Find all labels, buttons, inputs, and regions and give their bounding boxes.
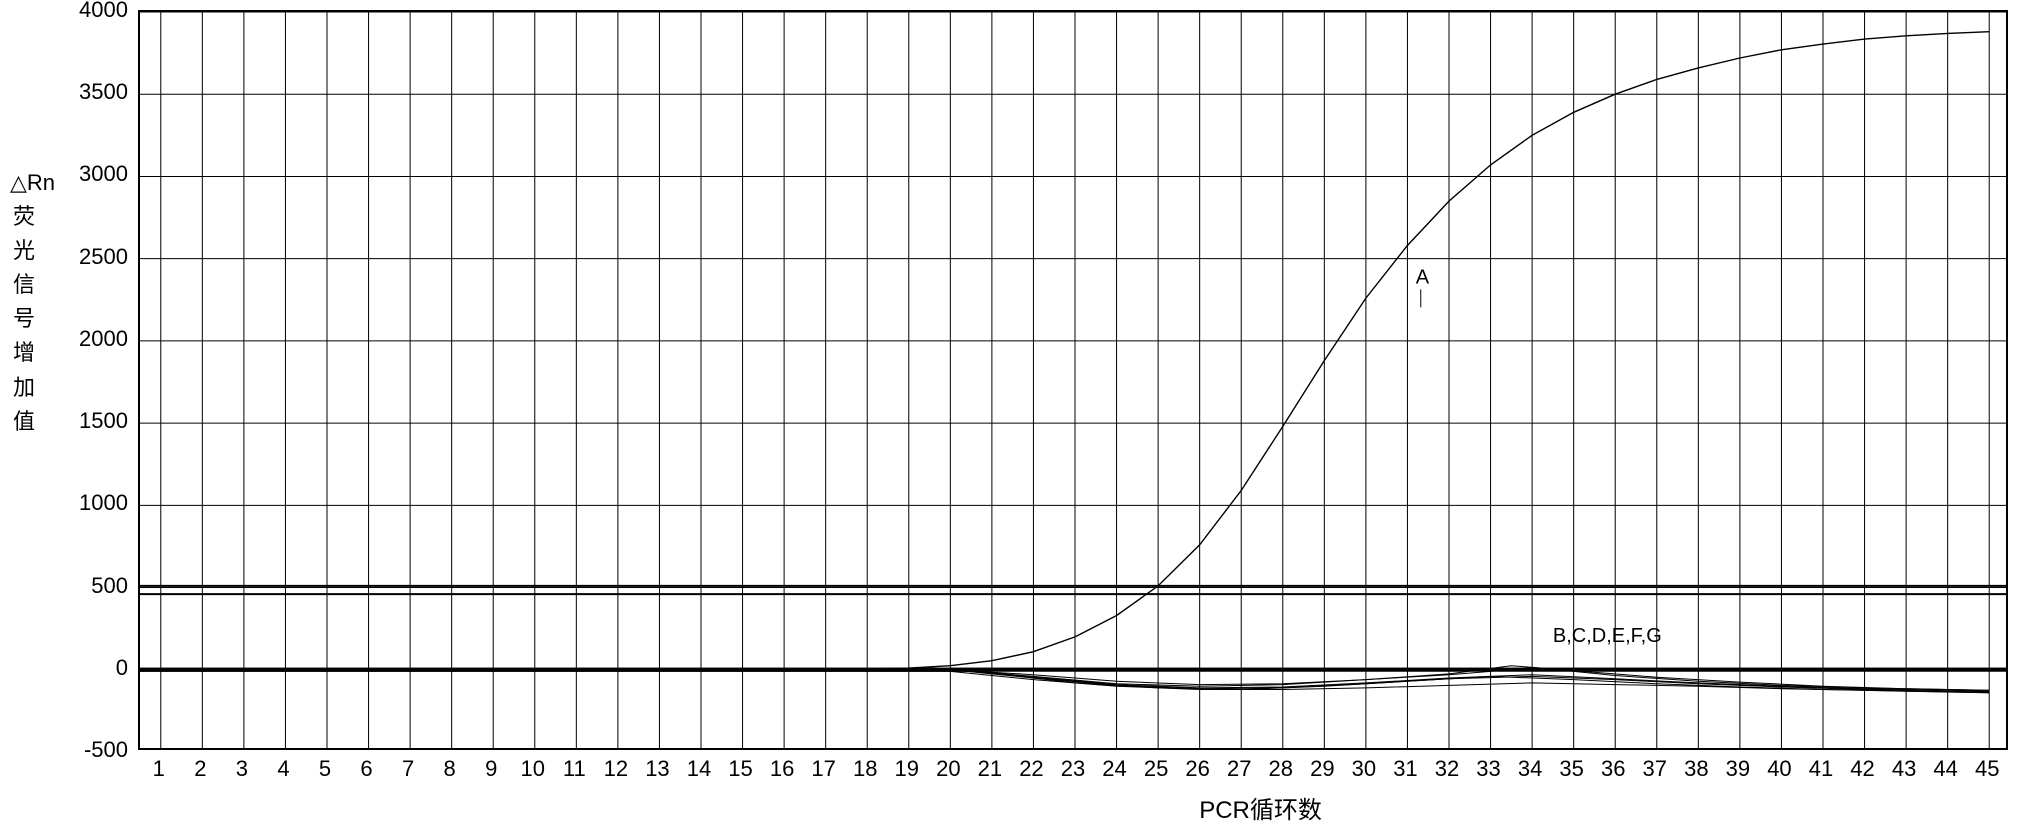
x-tick: 45	[1975, 756, 1999, 782]
annotation: B,C,D,E,F,G	[1553, 625, 1662, 647]
x-tick: 43	[1892, 756, 1916, 782]
y-tick: -500	[62, 737, 128, 763]
x-tick: 38	[1684, 756, 1708, 782]
x-tick: 28	[1269, 756, 1293, 782]
x-tick: 18	[853, 756, 877, 782]
x-tick: 13	[645, 756, 669, 782]
y-tick: 2000	[62, 326, 128, 352]
x-tick: 41	[1809, 756, 1833, 782]
x-tick: 40	[1767, 756, 1791, 782]
x-tick: 29	[1310, 756, 1334, 782]
y-tick: 500	[62, 573, 128, 599]
x-tick: 10	[521, 756, 545, 782]
y-tick-labels: -50005001000150020002500300035004000	[62, 10, 128, 750]
x-tick: 42	[1850, 756, 1874, 782]
x-tick: 36	[1601, 756, 1625, 782]
x-tick: 39	[1726, 756, 1750, 782]
y-tick: 2500	[62, 244, 128, 270]
x-tick: 22	[1019, 756, 1043, 782]
y-tick: 3000	[62, 161, 128, 187]
pcr-chart: A B,C,D,E,F,G	[138, 10, 2008, 750]
y-tick: 3500	[62, 79, 128, 105]
x-tick: 33	[1476, 756, 1500, 782]
y-tick: 0	[62, 655, 128, 681]
x-tick: 15	[728, 756, 752, 782]
x-tick: 2	[194, 756, 206, 782]
x-tick: 27	[1227, 756, 1251, 782]
x-axis-label: PCR循环数	[1199, 790, 1322, 825]
y-tick: 4000	[62, 0, 128, 23]
x-tick: 35	[1559, 756, 1583, 782]
x-tick: 11	[563, 756, 586, 782]
x-tick: 19	[895, 756, 919, 782]
x-tick: 37	[1643, 756, 1667, 782]
x-tick: 32	[1435, 756, 1459, 782]
x-tick: 24	[1102, 756, 1126, 782]
x-tick-labels: 1234567891011121314151617181920212223242…	[138, 756, 2008, 786]
x-tick: 14	[687, 756, 711, 782]
x-tick: 16	[770, 756, 794, 782]
x-tick: 5	[319, 756, 331, 782]
x-tick: 12	[604, 756, 628, 782]
x-tick: 25	[1144, 756, 1168, 782]
x-tick: 20	[936, 756, 960, 782]
y-tick: 1500	[62, 408, 128, 434]
x-tick: 1	[153, 756, 165, 782]
x-tick: 31	[1393, 756, 1417, 782]
x-tick: 6	[360, 756, 372, 782]
x-tick: 7	[402, 756, 414, 782]
x-tick: 9	[485, 756, 497, 782]
x-tick: 44	[1933, 756, 1957, 782]
x-tick: 34	[1518, 756, 1542, 782]
x-tick: 8	[444, 756, 456, 782]
y-tick: 1000	[62, 490, 128, 516]
x-tick: 17	[811, 756, 835, 782]
x-tick: 30	[1352, 756, 1376, 782]
x-tick: 21	[978, 756, 1002, 782]
x-tick: 4	[277, 756, 289, 782]
x-tick: 26	[1185, 756, 1209, 782]
x-tick: 23	[1061, 756, 1085, 782]
y-axis-label: △Rn荧光信号增加值	[10, 166, 38, 439]
annotation: A	[1416, 266, 1430, 288]
x-tick: 3	[236, 756, 248, 782]
